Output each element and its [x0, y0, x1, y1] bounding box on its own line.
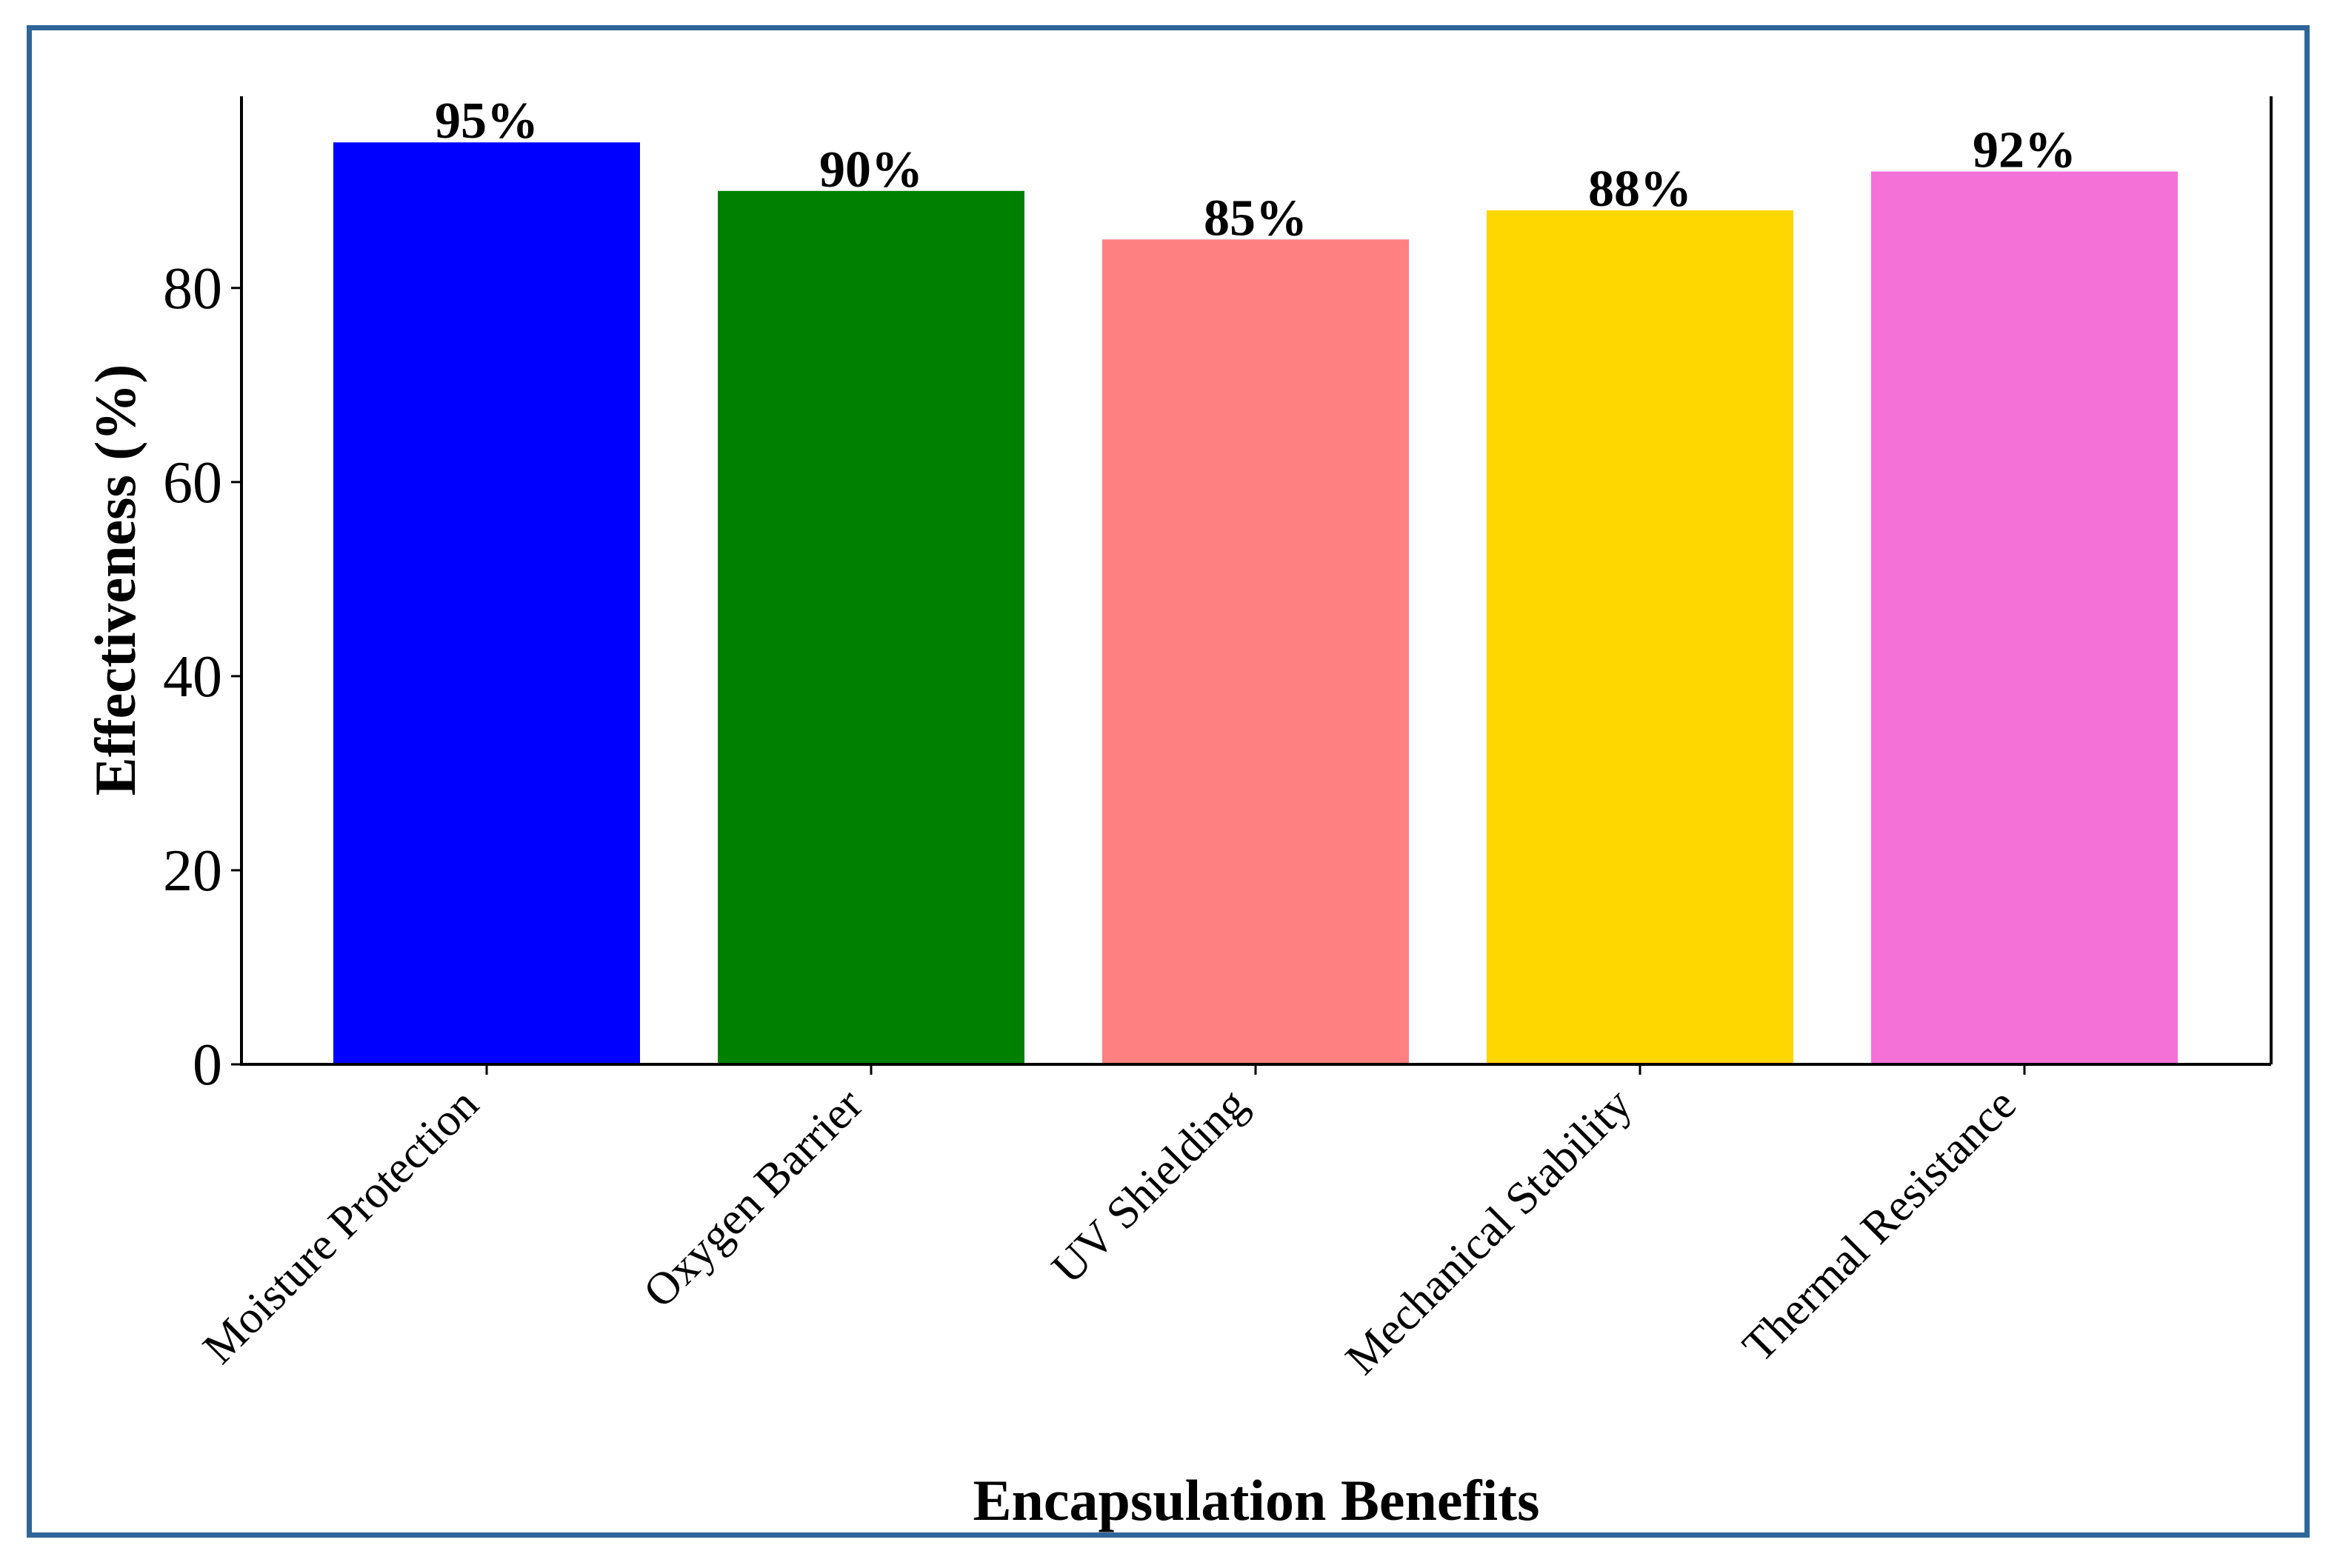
bars-layer: [333, 142, 2178, 1065]
y-tick-label-0: 0: [193, 1032, 222, 1098]
y-tick-label-20: 20: [163, 838, 222, 904]
y-tick-label-80: 80: [163, 256, 222, 321]
y-ticks-layer: 0 20 40 60 80: [163, 256, 241, 1098]
data-label-3: 85%: [1204, 190, 1307, 247]
x-tick-label-5: Thermal Resistance: [1733, 1079, 2026, 1372]
data-label-5: 92%: [1973, 122, 2076, 179]
x-tick-label-2: Oxygen Barrier: [634, 1079, 873, 1318]
bar-2: [718, 190, 1024, 1064]
x-ticks-layer: Moisture Protection Oxygen Barrier UV Shie…: [193, 1064, 2026, 1384]
x-tick-label-1: Moisture Protection: [193, 1079, 488, 1374]
x-axis-title: Encapsulation Benefits: [973, 1468, 1540, 1532]
y-axis-title: Effectiveness (%): [83, 364, 147, 796]
x-tick-label-3: UV Shielding: [1042, 1079, 1257, 1294]
bar-5: [1871, 171, 2178, 1064]
data-labels-layer: 95% 90% 85% 88% 92%: [435, 93, 2076, 247]
data-label-4: 88%: [1588, 161, 1692, 218]
bar-1: [333, 142, 640, 1065]
figure-frame: [27, 25, 2310, 1538]
x-tick-label-4: Mechanical Stability: [1336, 1079, 1641, 1384]
bar-4: [1487, 210, 1793, 1064]
y-tick-label-40: 40: [163, 644, 222, 710]
y-tick-label-60: 60: [163, 450, 222, 516]
data-label-1: 95%: [435, 93, 539, 150]
data-label-2: 90%: [819, 141, 923, 198]
bar-3: [1102, 239, 1409, 1065]
